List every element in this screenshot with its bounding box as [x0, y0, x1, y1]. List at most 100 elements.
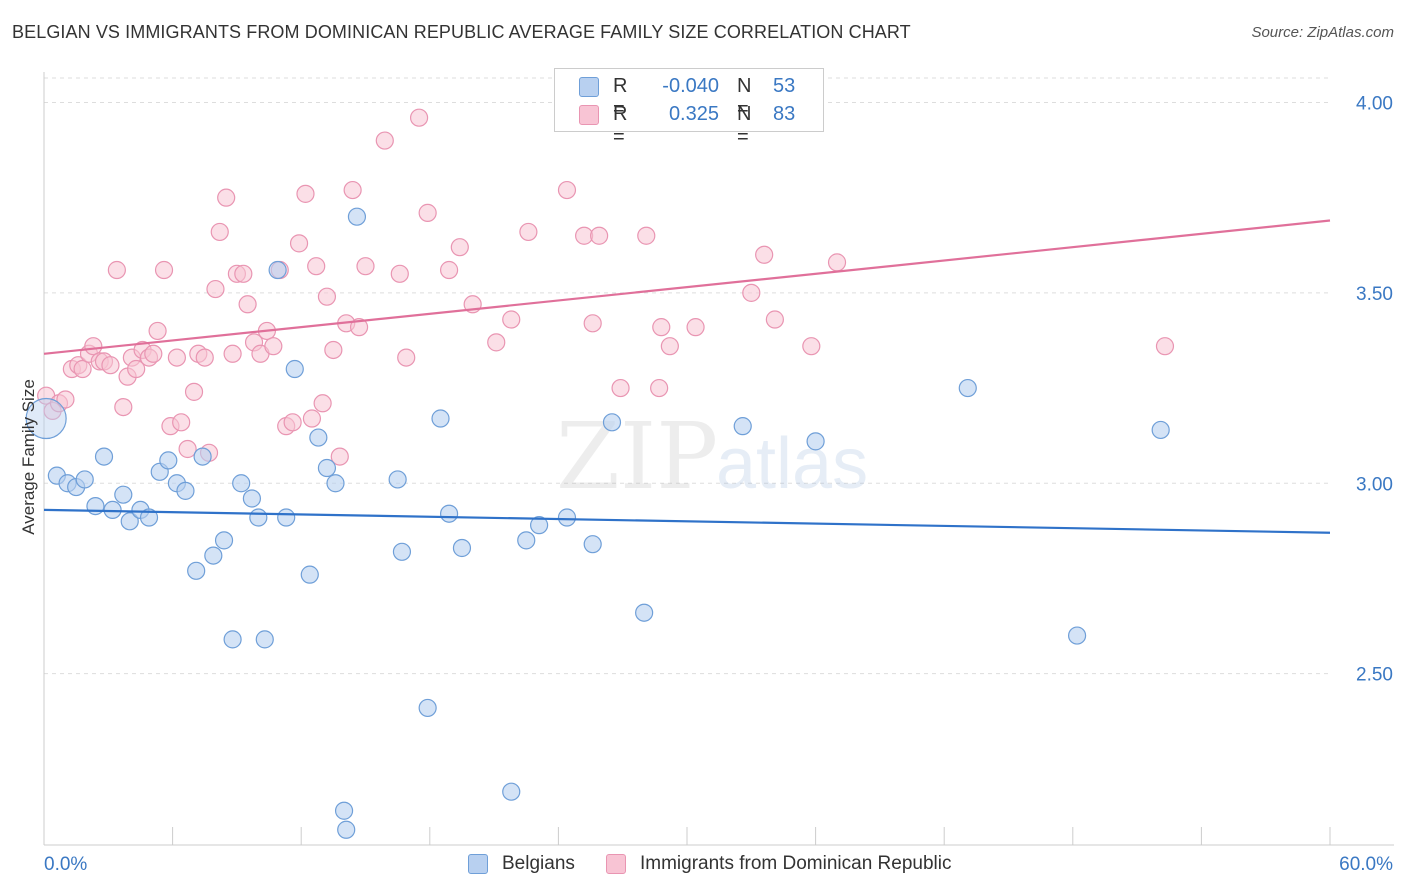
- data-point-dominican: [264, 337, 283, 356]
- data-point-belgian: [176, 481, 195, 500]
- legend-n-label: N =: [737, 75, 752, 120]
- series-belgian-points: [25, 207, 1170, 839]
- data-point-dominican: [660, 337, 679, 356]
- legend-r-label: R =: [613, 103, 628, 148]
- data-point-dominican: [343, 180, 362, 200]
- data-point-dominican: [296, 184, 315, 203]
- legend-r-value: -0.040: [662, 75, 719, 97]
- data-point-dominican: [73, 359, 92, 379]
- data-point-dominican: [397, 348, 416, 367]
- data-point-belgian: [25, 397, 67, 440]
- data-point-dominican: [195, 348, 214, 367]
- legend-n-label: N =: [737, 103, 752, 148]
- data-point-dominican: [217, 188, 236, 207]
- data-point-belgian: [114, 485, 133, 504]
- data-point-belgian: [452, 538, 472, 558]
- data-point-belgian: [583, 535, 602, 554]
- data-point-belgian: [103, 500, 122, 520]
- data-point-belgian: [635, 603, 654, 622]
- data-point-dominican: [557, 180, 577, 200]
- data-point-dominican: [390, 264, 409, 283]
- data-point-belgian: [733, 417, 752, 436]
- watermark-zip: ZIP: [556, 403, 718, 510]
- data-point-belgian: [120, 512, 139, 531]
- legend-r-label: R =: [613, 75, 628, 120]
- data-point-belgian: [388, 470, 407, 489]
- data-point-dominican: [114, 397, 133, 417]
- data-point-dominican: [802, 337, 821, 356]
- data-point-dominican: [206, 279, 225, 299]
- data-point-belgian: [204, 546, 223, 565]
- data-point-belgian: [86, 496, 105, 516]
- data-point-dominican: [283, 413, 302, 432]
- data-point-belgian: [326, 474, 345, 493]
- axes: [43, 72, 1394, 846]
- data-point-dominican: [84, 337, 103, 356]
- gridlines: [44, 77, 1330, 675]
- x-tick-label: 60.0%: [1339, 854, 1393, 875]
- data-point-belgian: [242, 489, 262, 508]
- data-point-dominican: [223, 344, 242, 363]
- data-point-dominican: [107, 260, 126, 280]
- data-point-dominican: [637, 226, 656, 245]
- trend-lines: [43, 219, 1331, 534]
- data-point-belgian: [193, 447, 212, 466]
- data-point-belgian: [159, 451, 178, 470]
- data-point-dominican: [583, 314, 602, 333]
- series-dominican-points: [37, 108, 1175, 466]
- data-point-belgian: [958, 378, 977, 398]
- data-point-belgian: [187, 561, 206, 580]
- data-point-dominican: [178, 439, 197, 459]
- legend-swatch-pink: [579, 105, 599, 125]
- data-point-belgian: [517, 531, 536, 550]
- data-point-belgian: [300, 565, 319, 584]
- data-point-dominican: [686, 318, 705, 337]
- data-point-dominican: [234, 264, 253, 283]
- data-point-dominican: [765, 310, 784, 329]
- data-point-belgian: [392, 542, 412, 561]
- data-point-belgian: [249, 508, 268, 527]
- trend-line-dominican: [43, 219, 1331, 355]
- data-point-belgian: [255, 630, 274, 649]
- data-point-dominican: [144, 344, 163, 363]
- data-point-dominican: [652, 318, 671, 337]
- data-point-belgian: [337, 820, 356, 839]
- data-point-dominican: [154, 260, 174, 280]
- data-point-belgian: [232, 474, 251, 493]
- data-point-belgian: [439, 504, 459, 523]
- data-point-belgian: [75, 470, 94, 489]
- data-point-dominican: [330, 447, 349, 466]
- bottom-legend-swatch-pink: [606, 854, 626, 874]
- data-point-belgian: [602, 413, 622, 432]
- x-tick-label: 0.0%: [44, 854, 87, 875]
- data-point-belgian: [1067, 626, 1087, 645]
- data-point-dominican: [184, 382, 204, 401]
- data-point-belgian: [557, 508, 577, 527]
- data-point-dominican: [742, 283, 761, 302]
- data-point-dominican: [307, 257, 326, 276]
- data-point-belgian: [530, 516, 549, 535]
- y-axis-label: Average Family Size: [19, 379, 38, 535]
- legend-r-value: 0.325: [668, 103, 719, 125]
- y-tick-label: 3.00: [1356, 474, 1393, 495]
- data-point-belgian: [139, 508, 159, 527]
- data-point-dominican: [238, 295, 257, 314]
- data-point-belgian: [431, 409, 450, 428]
- data-point-dominican: [611, 378, 630, 398]
- data-point-dominican: [487, 333, 506, 352]
- data-point-dominican: [827, 253, 847, 272]
- data-point-dominican: [519, 222, 538, 242]
- data-point-belgian: [1151, 420, 1170, 440]
- data-point-dominican: [148, 321, 167, 341]
- chart-title: BELGIAN VS IMMIGRANTS FROM DOMINICAN REP…: [12, 22, 911, 42]
- data-point-belgian: [223, 630, 242, 649]
- data-point-dominican: [349, 318, 369, 337]
- data-point-belgian: [317, 458, 337, 478]
- data-point-dominican: [317, 287, 337, 306]
- data-point-belgian: [94, 447, 114, 466]
- bottom-legend-swatch-blue: [468, 854, 488, 874]
- y-tick-label: 3.50: [1356, 284, 1393, 305]
- correlation-legend: R = -0.040 N = 53 R = 0.325 N = 83: [554, 68, 824, 148]
- data-point-dominican: [375, 131, 394, 150]
